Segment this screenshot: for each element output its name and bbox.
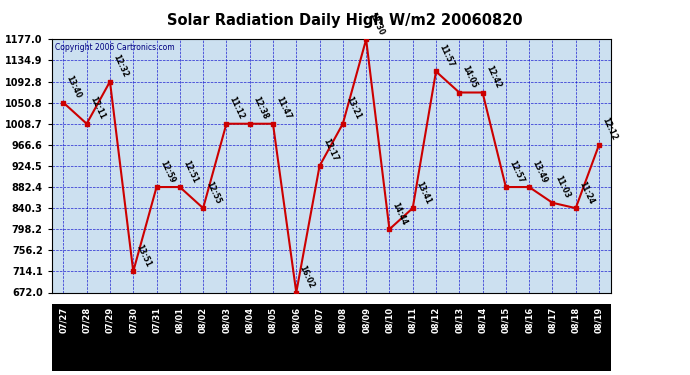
Text: 16:02: 16:02 [297, 264, 316, 290]
Text: 08/10: 08/10 [385, 307, 394, 333]
Text: 08/06: 08/06 [292, 307, 301, 333]
Text: Solar Radiation Daily High W/m2 20060820: Solar Radiation Daily High W/m2 20060820 [167, 13, 523, 28]
Text: 12:17: 12:17 [321, 137, 339, 163]
Text: 13:49: 13:49 [531, 159, 549, 184]
Text: 08/03: 08/03 [222, 307, 231, 333]
Text: 11:03: 11:03 [554, 174, 572, 200]
Text: 08/17: 08/17 [548, 307, 557, 333]
Text: 12:38: 12:38 [251, 95, 270, 121]
Text: 07/31: 07/31 [152, 307, 161, 333]
Text: 13:21: 13:21 [344, 95, 362, 121]
Text: 08/12: 08/12 [431, 307, 440, 333]
Text: Copyright 2006 Cartronics.com: Copyright 2006 Cartronics.com [55, 43, 174, 52]
Text: 12:12: 12:12 [600, 116, 619, 142]
Text: 07/27: 07/27 [59, 307, 68, 333]
Text: 12:59: 12:59 [158, 159, 176, 184]
Text: 08/19: 08/19 [595, 307, 604, 333]
Text: 11:47: 11:47 [275, 95, 293, 121]
Text: 14:05: 14:05 [461, 64, 479, 90]
Text: 08/15: 08/15 [502, 307, 511, 333]
Text: 13:40: 13:40 [65, 74, 83, 100]
Text: 08/08: 08/08 [338, 307, 347, 333]
Text: 08/04: 08/04 [245, 307, 254, 333]
Text: 13:41: 13:41 [414, 180, 433, 206]
Text: 08/09: 08/09 [362, 307, 371, 333]
Text: 08/01: 08/01 [175, 307, 184, 333]
Text: 07/29: 07/29 [106, 307, 115, 333]
Text: 07/28: 07/28 [82, 307, 91, 333]
Text: 08/16: 08/16 [524, 307, 533, 333]
Text: 11:57: 11:57 [437, 43, 455, 69]
Text: 12:32: 12:32 [111, 53, 130, 79]
Text: 13:51: 13:51 [135, 243, 153, 268]
Text: 12:30: 12:30 [368, 11, 386, 37]
Text: 08/18: 08/18 [571, 307, 580, 333]
Text: 08/02: 08/02 [199, 307, 208, 333]
Text: 08/13: 08/13 [455, 307, 464, 333]
Text: 08/07: 08/07 [315, 307, 324, 333]
Text: 08/11: 08/11 [408, 307, 417, 333]
Text: 11:24: 11:24 [577, 180, 595, 206]
Text: 12:42: 12:42 [484, 64, 502, 90]
Text: 14:44: 14:44 [391, 201, 409, 226]
Text: 08/05: 08/05 [268, 307, 277, 333]
Text: 08/14: 08/14 [478, 307, 487, 333]
Text: 12:57: 12:57 [507, 159, 526, 184]
Text: 12:11: 12:11 [88, 95, 106, 121]
Text: 07/30: 07/30 [129, 307, 138, 333]
Text: 12:51: 12:51 [181, 159, 199, 184]
Text: 11:12: 11:12 [228, 95, 246, 121]
Text: 12:55: 12:55 [204, 180, 223, 206]
